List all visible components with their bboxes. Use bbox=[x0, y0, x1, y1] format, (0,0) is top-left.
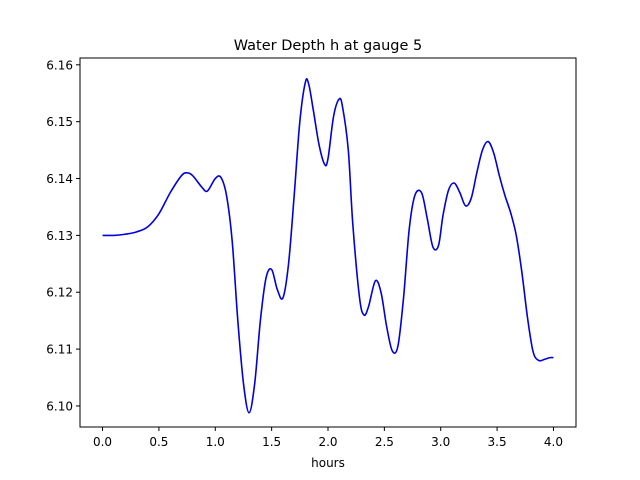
x-tick-label: 0.0 bbox=[93, 435, 112, 449]
y-tick-label: 6.11 bbox=[46, 343, 73, 357]
x-tick-label: 4.0 bbox=[544, 435, 563, 449]
x-tick-label: 0.5 bbox=[149, 435, 168, 449]
x-tick-label: 2.5 bbox=[375, 435, 394, 449]
axes-frame bbox=[79, 57, 577, 428]
y-tick-label: 6.16 bbox=[46, 58, 73, 72]
y-tick-label: 6.15 bbox=[46, 115, 73, 129]
y-tick-label: 6.12 bbox=[46, 286, 73, 300]
plot-area bbox=[102, 78, 554, 414]
y-tick-label: 6.10 bbox=[46, 399, 73, 413]
x-tick-label: 2.0 bbox=[318, 435, 337, 449]
x-tick-label: 3.5 bbox=[488, 435, 507, 449]
y-tick-label: 6.14 bbox=[46, 172, 73, 186]
chart-title: Water Depth h at gauge 5 bbox=[234, 38, 422, 54]
x-tick-label: 1.5 bbox=[262, 435, 281, 449]
x-axis: 0.0 0.5 1.0 1.5 2.0 2.5 3.0 3.5 4.0 bbox=[93, 427, 563, 449]
y-tick-label: 6.13 bbox=[46, 229, 73, 243]
x-axis-label: hours bbox=[311, 456, 345, 470]
y-axis: 6.10 6.11 6.12 6.13 6.14 6.15 6.16 bbox=[46, 58, 80, 413]
x-tick-label: 1.0 bbox=[206, 435, 225, 449]
series-line-0 bbox=[102, 78, 554, 414]
x-tick-label: 3.0 bbox=[431, 435, 450, 449]
